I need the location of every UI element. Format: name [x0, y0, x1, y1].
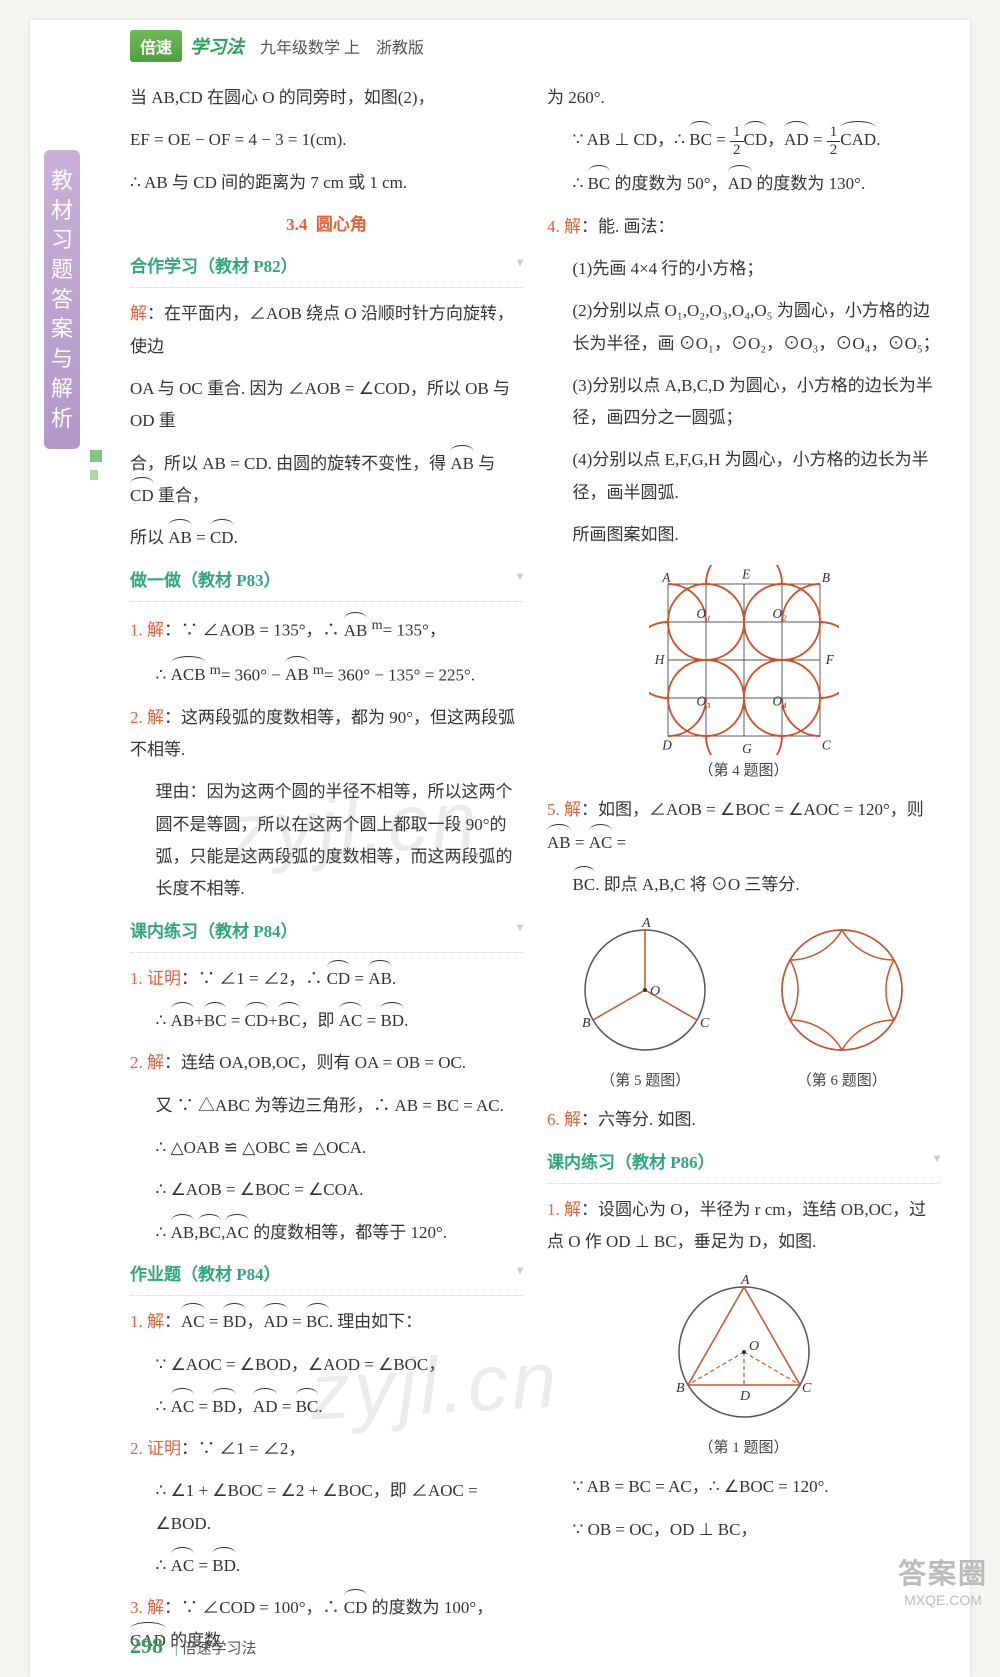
side-marker-icon-2: [90, 470, 98, 480]
text-line: ∴ ∠AOB = ∠BOC = ∠COA.: [130, 1174, 523, 1206]
text-line: 5. 解：如图，∠AOB = ∠BOC = ∠AOC = 120°，则 AB =…: [547, 794, 940, 859]
text-line: 2. 解：这两段弧的度数相等，都为 90°，但这两段弧不相等.: [130, 702, 523, 767]
fig1-caption: （第 1 题图）: [547, 1436, 940, 1457]
text-line: BC. 即点 A,B,C 将 ⊙O 三等分.: [547, 869, 940, 901]
text-line: EF = OE − OF = 4 − 3 = 1(cm).: [130, 124, 523, 156]
subheader-ke84: 课内练习（教材 P84）: [130, 916, 523, 953]
text-line: 1. 解：AC = BD，AD = BC. 理由如下：: [130, 1306, 523, 1338]
text-line: ∴ AC = BD.: [130, 1550, 523, 1582]
fig5-caption: （第 5 题图）: [570, 1069, 720, 1090]
text-line: 4. 解：能. 画法：: [547, 211, 940, 243]
section-title: 3.4 圆心角: [130, 209, 523, 241]
text-line: 1. 证明：∵ ∠1 = ∠2，∴ CD = AB.: [130, 963, 523, 995]
text-line: OA 与 OC 重合. 因为 ∠AOB = ∠COD，所以 OB 与 OD 重: [130, 373, 523, 438]
text-line: 解：在平面内，∠AOB 绕点 O 沿顺时针方向旋转，使边: [130, 298, 523, 363]
corner-logo-big: 答案圈: [898, 1552, 988, 1592]
text-line: ∴ △OAB ≌ △OBC ≌ △OCA.: [130, 1132, 523, 1164]
text-line: 2. 证明：∵ ∠1 = ∠2，: [130, 1433, 523, 1465]
text-line: ∴ BC 的度数为 50°，AD 的度数为 130°.: [547, 168, 940, 200]
text-line: ∴ AB+BC = CD+BC，即 AC = BD.: [130, 1005, 523, 1037]
svg-text:B: B: [676, 1381, 685, 1396]
svg-text:D: D: [739, 1389, 750, 1404]
text-line: ∵ AB = BC = AC，∴ ∠BOC = 120°.: [547, 1471, 940, 1503]
text-line: (4)分别以点 E,F,G,H 为圆心，小方格的边长为半径，画半圆弧.: [547, 444, 940, 509]
svg-text:B: B: [582, 1016, 591, 1031]
text-line: 合，所以 AB = CD. 由圆的旋转不变性，得 AB 与 CD 重合，: [130, 448, 523, 513]
figures-5-6: A B C O （第 5 题图）: [547, 915, 940, 1090]
text-line: 理由：因为这两个圆的半径不相等，所以这两个圆不是等圆，所以在这两个圆上都取一段 …: [130, 776, 523, 905]
text-line: 为 260°.: [547, 82, 940, 114]
text-line: ∴ AC = BD，AD = BC.: [130, 1391, 523, 1423]
side-tab: 教材习题答案与解析: [44, 150, 80, 449]
svg-text:O₁: O₁: [696, 607, 710, 622]
fig6-svg: [767, 915, 917, 1065]
content-columns: 当 AB,CD 在圆心 O 的同旁时，如图(2)， EF = OE − OF =…: [30, 68, 970, 1677]
subheader-zuo: 做一做（教材 P83）: [130, 565, 523, 602]
page: 倍速 学习法 九年级数学 上 浙教版 教材习题答案与解析 当 AB,CD 在圆心…: [30, 20, 970, 1677]
svg-text:G: G: [742, 741, 752, 755]
text-line: ∴ ∠1 + ∠BOC = ∠2 + ∠BOC，即 ∠AOC = ∠BOD.: [130, 1475, 523, 1540]
svg-text:C: C: [802, 1381, 812, 1396]
page-number: 298: [130, 1633, 163, 1658]
logo-sub: 学习法: [190, 33, 244, 59]
page-footer: 298 | 倍速学习法: [130, 1633, 257, 1659]
text-line: 1. 解：∵ ∠AOB = 135°，∴ AB m= 135°，: [130, 612, 523, 647]
text-line: 6. 解：六等分. 如图.: [547, 1104, 940, 1136]
edition-label: 浙教版: [376, 34, 424, 58]
text-line: 所画图案如图.: [547, 519, 940, 551]
text-line: ∵ AB ⊥ CD，∴ BC = 12CD，AD = 12CAD.: [547, 124, 940, 158]
text-line: ∴ AB 与 CD 间的距离为 7 cm 或 1 cm.: [130, 167, 523, 199]
text-line: 1. 解：设圆心为 O，半径为 r cm，连结 OB,OC，过点 O 作 OD …: [547, 1194, 940, 1259]
fig4-svg: A E B H F D G C O₁ O₂ O₃ O₄: [649, 565, 839, 755]
side-marker-icon: [90, 450, 102, 462]
svg-text:O: O: [749, 1339, 759, 1354]
svg-text:H: H: [653, 652, 665, 667]
subheader-ke86: 课内练习（教材 P86）: [547, 1147, 940, 1184]
svg-text:D: D: [661, 738, 672, 753]
page-header: 倍速 学习法 九年级数学 上 浙教版: [30, 20, 970, 68]
svg-text:A: A: [661, 570, 671, 585]
svg-text:E: E: [741, 567, 750, 582]
right-column: 为 260°. ∵ AB ⊥ CD，∴ BC = 12CD，AD = 12CAD…: [547, 72, 940, 1667]
logo-badge: 倍速: [130, 30, 182, 62]
svg-text:A: A: [740, 1273, 750, 1288]
figure-4: A E B H F D G C O₁ O₂ O₃ O₄ （第 4 题图）: [547, 565, 940, 780]
text-line: 所以 AB = CD.: [130, 522, 523, 554]
text-line: ∵ OB = OC，OD ⊥ BC，: [547, 1514, 940, 1546]
text-line: 当 AB,CD 在圆心 O 的同旁时，如图(2)，: [130, 82, 523, 114]
text-line: (1)先画 4×4 行的小方格；: [547, 253, 940, 285]
left-column: 当 AB,CD 在圆心 O 的同旁时，如图(2)， EF = OE − OF =…: [130, 72, 523, 1667]
svg-text:O: O: [650, 984, 660, 999]
text-line: ∴ AB,BC,AC 的度数相等，都等于 120°.: [130, 1217, 523, 1249]
svg-text:C: C: [700, 1016, 710, 1031]
svg-text:B: B: [821, 570, 829, 585]
text-line: ∴ ACB m= 360° − AB m= 360° − 135° = 225°…: [130, 657, 523, 692]
subheader-hezuo: 合作学习（教材 P82）: [130, 251, 523, 288]
text-line: (2)分别以点 O₁,O₂,O₃,O₄,O₅ 为圆心，小方格的边长为半径，画 ⊙…: [547, 295, 940, 360]
corner-logo-small: MXQE.COM: [898, 1592, 988, 1608]
svg-text:F: F: [824, 652, 834, 667]
fig6-caption: （第 6 题图）: [767, 1069, 917, 1090]
fig1-svg: A B C O D: [664, 1272, 824, 1432]
fig4-caption: （第 4 题图）: [547, 759, 940, 780]
svg-text:O₄: O₄: [772, 694, 787, 709]
text-line: 2. 解：连结 OA,OB,OC，则有 OA = OB = OC.: [130, 1047, 523, 1079]
svg-text:A: A: [641, 916, 651, 931]
grade-label: 九年级数学 上: [260, 34, 360, 58]
footer-text: 倍速学习法: [182, 1641, 257, 1657]
svg-text:O₂: O₂: [772, 607, 787, 622]
subheader-zy84: 作业题（教材 P84）: [130, 1259, 523, 1296]
fig5-svg: A B C O: [570, 915, 720, 1065]
svg-text:O₃: O₃: [696, 694, 711, 709]
svg-text:C: C: [821, 738, 830, 753]
text-line: 又 ∵ △ABC 为等边三角形，∴ AB = BC = AC.: [130, 1090, 523, 1122]
text-line: (3)分别以点 A,B,C,D 为圆心，小方格的边长为半径，画四分之一圆弧；: [547, 370, 940, 435]
text-line: ∵ ∠AOC = ∠BOD，∠AOD = ∠BOC，: [130, 1349, 523, 1381]
figure-1: A B C O D （第 1 题图）: [547, 1272, 940, 1457]
